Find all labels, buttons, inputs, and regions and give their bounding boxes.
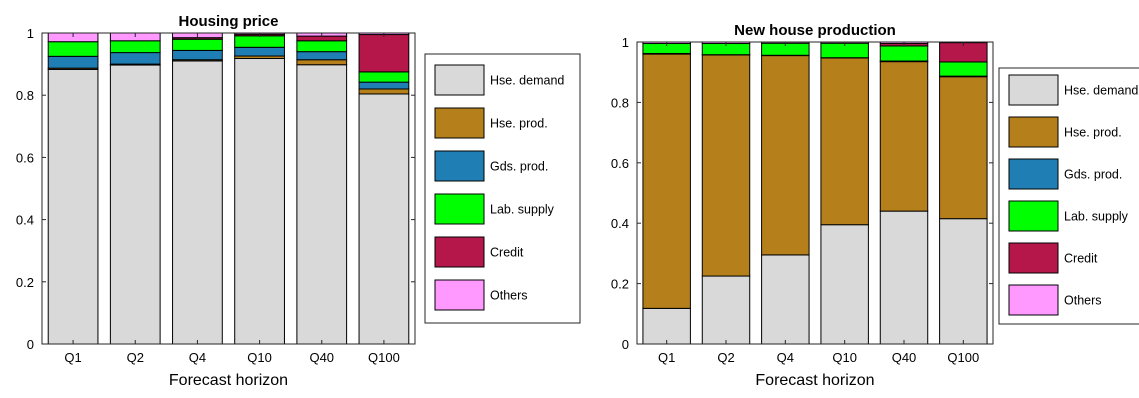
legend-swatch: [1008, 74, 1059, 106]
legend-swatch: [434, 279, 485, 311]
x-axis-label: Forecast horizon: [169, 372, 288, 389]
x-axis-label: Forecast horizon: [755, 372, 874, 389]
legend-label: Lab. supply: [490, 203, 555, 217]
y-tick-label: 0.2: [16, 275, 34, 290]
bar-segment: [642, 53, 691, 309]
bar-segment: [296, 51, 348, 61]
bar-segment: [234, 46, 285, 57]
legend-label: Lab. supply: [1064, 210, 1129, 224]
bar-segment: [761, 55, 810, 256]
bar-segment: [172, 49, 223, 61]
bar-segment: [820, 224, 869, 345]
legend-box: [424, 53, 581, 324]
bar-segment: [296, 64, 348, 345]
bar-segment: [820, 57, 869, 226]
bar-segment: [358, 34, 410, 73]
bar-segment: [172, 60, 223, 345]
x-tick-label: Q10: [832, 350, 857, 365]
legend-swatch: [1008, 242, 1059, 274]
legend-label: Hse. prod.: [490, 117, 548, 131]
x-tick-label: Q1: [658, 350, 675, 365]
axes-box: [636, 41, 994, 345]
legend-swatch: [1008, 116, 1059, 148]
legend-swatch: [1008, 200, 1059, 232]
y-tick-label: 0.2: [611, 277, 629, 292]
legend-swatch: [1008, 158, 1059, 190]
legend-label: Others: [490, 289, 528, 303]
bar-segment: [234, 35, 285, 48]
y-tick-label: 0: [27, 337, 34, 352]
plot-area: [637, 42, 993, 344]
chart-2: New house production Q1 Q2 Q4 Q10 Q40 Q100 0 0.2…: [611, 22, 1139, 389]
legend-swatch: [434, 107, 485, 139]
y-tick-label: 0.4: [611, 216, 629, 231]
x-tick-label: Q1: [64, 350, 81, 365]
y-tick-label: 1: [622, 35, 629, 50]
bar-segment: [47, 41, 99, 57]
legend-label: Hse. demand: [490, 74, 564, 88]
bar-segment: [879, 45, 929, 62]
bar-segment: [109, 40, 161, 54]
bar-segment: [358, 71, 410, 83]
bar-segment: [296, 59, 348, 66]
legend-label: Others: [1064, 294, 1102, 308]
y-tick-label: 0.6: [611, 156, 629, 171]
x-tick-label: Q2: [127, 350, 144, 365]
bar-segment: [109, 52, 161, 65]
bar-segment: [642, 307, 691, 345]
legend-label: Hse. demand: [1064, 84, 1138, 98]
bar-segment: [296, 40, 348, 53]
legend-label: Credit: [490, 246, 524, 260]
y-tick-label: 0.8: [611, 95, 629, 110]
bar-segment: [234, 58, 285, 345]
y-tick-label: 0.6: [16, 150, 34, 165]
bar-segment: [761, 254, 810, 345]
bar-segment: [358, 81, 410, 90]
bar-segment: [939, 76, 988, 220]
legend-box: [998, 67, 1139, 325]
bar-segment: [701, 275, 751, 345]
x-tick-label: Q100: [368, 350, 400, 365]
bar-segment: [47, 68, 99, 345]
bar-segment: [358, 88, 410, 95]
bar-segment: [109, 64, 161, 345]
legend-label: Hse. prod.: [1064, 126, 1122, 140]
x-tick-label: Q40: [309, 350, 334, 365]
legend-swatch: [434, 193, 485, 225]
x-tick-label: Q2: [717, 350, 734, 365]
axes-box: [41, 32, 416, 345]
bar-segment: [47, 55, 99, 69]
chart-title: New house production: [734, 22, 896, 39]
y-tick-label: 1: [27, 26, 34, 41]
bar-segment: [879, 210, 929, 345]
bar-segment: [172, 38, 223, 51]
x-tick-label: Q40: [892, 350, 917, 365]
legend-swatch: [1008, 284, 1059, 316]
legend-label: Gds. prod.: [490, 160, 548, 174]
legend-swatch: [434, 236, 485, 268]
legend-swatch: [434, 64, 485, 96]
x-tick-label: Q10: [247, 350, 272, 365]
x-tick-label: Q4: [777, 350, 794, 365]
legend: Hse. demand Hse. prod. Gds. prod. Lab. supp…: [998, 67, 1139, 325]
x-tick-label: Q100: [947, 350, 979, 365]
bar-segment: [879, 61, 929, 212]
bar-segment: [939, 61, 988, 77]
bar-segment: [939, 218, 988, 345]
bar-segment: [701, 54, 751, 277]
chart-title: Housing price: [178, 13, 278, 30]
bar-segment: [358, 93, 410, 345]
legend-label: Gds. prod.: [1064, 168, 1122, 182]
chart-1: Housing price Q1 Q2 Q4 Q10 Q40 Q100 0 0.2 0.4 0.6 0…: [16, 13, 581, 389]
y-tick-label: 0: [622, 337, 629, 352]
legend-label: Credit: [1064, 252, 1098, 266]
y-tick-label: 0.4: [16, 213, 34, 228]
x-tick-label: Q4: [189, 350, 206, 365]
y-tick-label: 0.8: [16, 88, 34, 103]
legend: Hse. demand Hse. prod. Gds. prod. Lab. supp…: [424, 53, 581, 324]
legend-swatch: [434, 150, 485, 182]
plot-area: [42, 33, 415, 344]
